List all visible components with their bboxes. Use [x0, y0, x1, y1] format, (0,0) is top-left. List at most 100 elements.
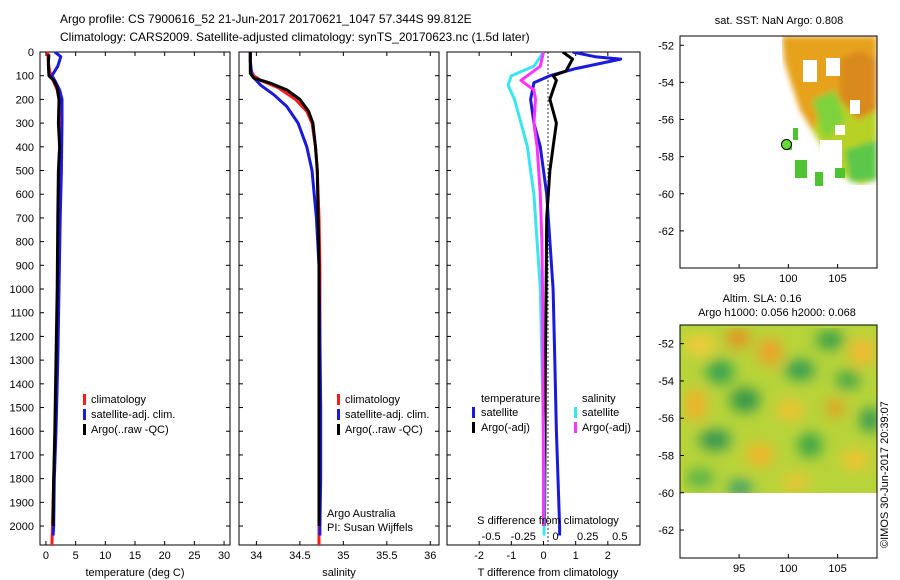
- header-line2: Climatology: CARS2009. Satellite-adjuste…: [60, 30, 530, 44]
- x-tick-label: 0: [43, 550, 49, 562]
- depth-tick-label: 1700: [10, 450, 34, 462]
- header-line1: Argo profile: CS 7900616_52 21-Jun-2017 …: [60, 12, 472, 26]
- legend-label: satellite-adj. clim.: [345, 409, 429, 421]
- depth-tick-label: 300: [16, 118, 34, 130]
- difference-depth-ticks: [447, 51, 640, 527]
- x-tick-label: 0: [540, 550, 546, 562]
- depth-tick-label: 2000: [10, 521, 34, 533]
- x-tick-label: 35.5: [376, 550, 397, 562]
- top-tick-label: -0.25: [511, 531, 536, 543]
- difference-panel: -2 -1 0 1 2 -0.5 -0.25 0 0.25 0.5 temperature sali…: [446, 51, 641, 579]
- x-tick-label: -2: [474, 550, 484, 562]
- top-tick-label: 0: [552, 531, 558, 543]
- map-y-tick-label: -54: [658, 376, 674, 388]
- series-line-argo-raw-qc-: [46, 54, 62, 526]
- temperature-axes-frame: [39, 51, 231, 546]
- x-tick-label: 34.5: [289, 550, 310, 562]
- depth-tick-label: 1900: [10, 497, 34, 509]
- top-tick-label: 0.5: [612, 531, 627, 543]
- depth-tick-label: 1200: [10, 331, 34, 343]
- sla-map-ticks: 95 100 105 -52 -54 -56 -58 -60 -62: [658, 339, 847, 575]
- legend-swatch: [337, 394, 340, 405]
- salinity-legend: climatology satellite-adj. clim. Argo(..ra…: [337, 394, 429, 436]
- map-y-tick-label: -56: [658, 115, 674, 127]
- depth-tick-label: 1500: [10, 403, 34, 415]
- legend-swatch: [83, 394, 86, 405]
- sla-map-subtitle: Argo h1000: 0.056 h2000: 0.068: [698, 307, 856, 319]
- argo-position-marker: [781, 139, 792, 150]
- depth-tick-label: 400: [16, 142, 34, 154]
- map-y-tick-label: -54: [658, 77, 674, 89]
- legend-swatch: [472, 407, 475, 418]
- x-tick-label: 1: [573, 550, 579, 562]
- sst-map-frame: [679, 35, 878, 269]
- sla-map-image: [680, 325, 877, 558]
- map-y-tick-label: -62: [658, 525, 674, 537]
- series-line-satellite-adj-clim-: [248, 52, 323, 536]
- map-y-tick-label: -62: [658, 226, 674, 238]
- sst-map-ticks: 95 100 105 -52 -54 -56 -58 -60 -62: [658, 40, 847, 285]
- map-y-tick-label: -52: [658, 339, 674, 351]
- series-line-t-satellite: [529, 52, 623, 536]
- salinity-lines: [248, 52, 323, 545]
- sst-map-panel: sat. SST: NaN Argo: 0.808: [658, 15, 878, 285]
- series-line-argo-raw-qc-: [248, 52, 321, 526]
- series-line-climatology: [248, 52, 322, 545]
- x-tick-label: 2: [605, 550, 611, 562]
- depth-tick-label: 900: [16, 260, 34, 272]
- map-y-tick-label: -60: [658, 189, 674, 201]
- legend-label: satellite: [582, 407, 619, 419]
- legend-label: satellite-adj. clim.: [91, 409, 175, 421]
- difference-ticks: -2 -1 0 1 2 -0.5 -0.25 0 0.25 0.5: [474, 52, 627, 562]
- salinity-axes-frame: [238, 51, 440, 546]
- temperature-ticks: 0 5 10 15 20 25 30: [43, 52, 230, 562]
- legend-label: Argo(-adj): [481, 422, 530, 434]
- legend-label: climatology: [345, 394, 401, 406]
- temperature-panel: 0100200300400500600700800900100011001200…: [10, 47, 231, 579]
- salinity-depth-ticks: [239, 51, 439, 527]
- depth-ticks: 0 100 200 300 400 500 600 700 800 900 1000 1100 1200…: [10, 47, 230, 533]
- legend-swatch: [574, 422, 577, 433]
- x-tick-label: 36: [424, 550, 436, 562]
- top-tick-label: -0.5: [482, 531, 501, 543]
- x-tick-label: 34: [250, 550, 262, 562]
- map-y-tick-label: -60: [658, 488, 674, 500]
- legend-swatch: [83, 409, 86, 420]
- map-x-tick-label: 100: [779, 273, 797, 285]
- series-line-s-satellite: [506, 52, 546, 536]
- map-y-tick-label: -58: [658, 152, 674, 164]
- imos-credit: ©IMOS 30-Jun-2017 20:39:07: [879, 401, 891, 548]
- depth-tick-label: 500: [16, 166, 34, 178]
- difference-top-label: S difference from climatology: [477, 515, 619, 527]
- top-tick-label: 0.25: [577, 531, 598, 543]
- x-tick-label: 30: [218, 550, 230, 562]
- salinity-panel: 34 34.5 35 35.5 36 climatology satellite-adj.…: [238, 51, 440, 579]
- map-x-tick-label: 105: [828, 563, 846, 575]
- series-line-t-argo-adj-: [543, 52, 574, 527]
- series-line-s-argo-adj-: [519, 52, 545, 526]
- temperature-lines: [46, 52, 64, 545]
- legend-label: Argo(..raw -QC): [345, 424, 423, 436]
- legend-swatch: [83, 424, 86, 435]
- depth-tick-label: 1400: [10, 379, 34, 391]
- difference-lines: [506, 52, 623, 536]
- x-tick-label: 25: [188, 550, 200, 562]
- depth-tick-label: 1000: [10, 284, 34, 296]
- legend-title: salinity: [582, 393, 616, 405]
- map-x-tick-label: 95: [733, 273, 745, 285]
- sst-map-image: [781, 36, 877, 186]
- map-y-tick-label: -52: [658, 40, 674, 52]
- depth-tick-label: 100: [16, 71, 34, 83]
- legend-swatch: [337, 424, 340, 435]
- x-tick-label: 15: [129, 550, 141, 562]
- x-tick-label: 5: [73, 550, 79, 562]
- map-x-tick-label: 105: [828, 273, 846, 285]
- credit-line2: PI: Susan Wijffels: [327, 522, 413, 534]
- x-tick-label: 10: [99, 550, 111, 562]
- map-y-tick-label: -58: [658, 450, 674, 462]
- legend-title: temperature: [481, 393, 540, 405]
- salinity-xlabel: salinity: [322, 567, 356, 579]
- map-x-tick-label: 100: [779, 563, 797, 575]
- sla-map-panel: Altim. SLA: 0.16 Argo h1000: 0.056 h2000…: [658, 293, 878, 575]
